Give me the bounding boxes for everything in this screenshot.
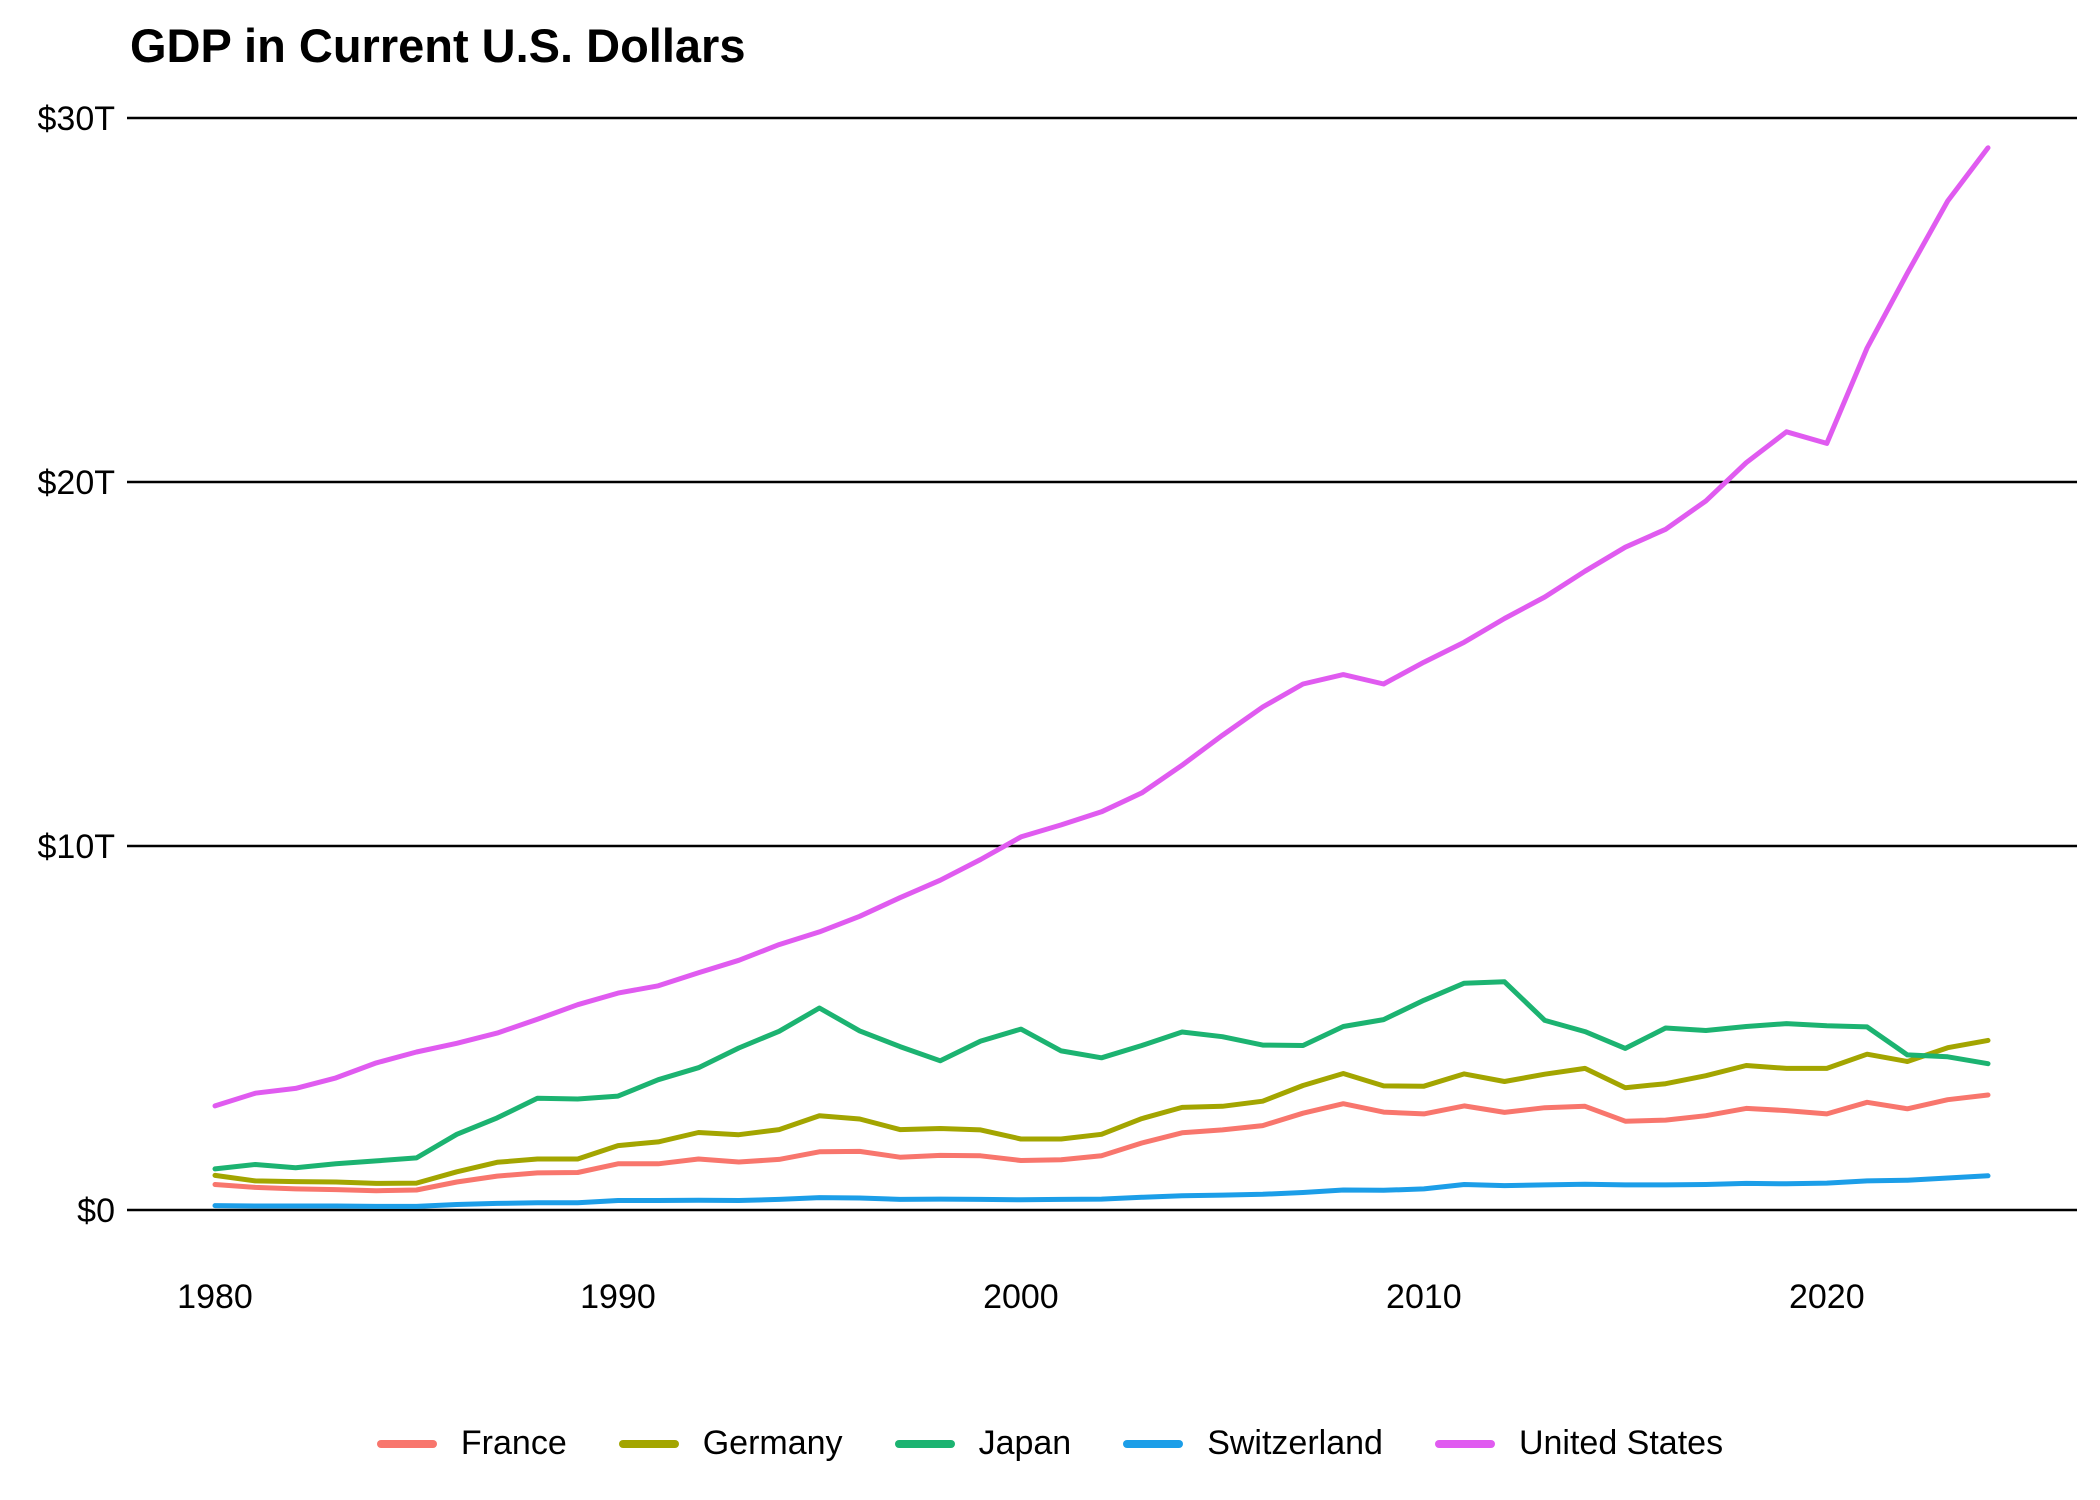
- series-line-switzerland: [212, 1173, 1991, 1209]
- japan-line-swatch: [894, 1439, 955, 1448]
- france-line-swatch: [376, 1439, 437, 1448]
- switzerland-line-swatch: [1123, 1439, 1184, 1448]
- legend-label-switzerland: Switzerland: [1207, 1424, 1383, 1462]
- united-states-line-swatch: [1434, 1439, 1495, 1448]
- legend-item-france: France: [376, 1424, 567, 1463]
- series-line-germany: [212, 1037, 1991, 1186]
- legend-label-france: France: [460, 1424, 567, 1462]
- series-line-japan: [212, 979, 1991, 1172]
- x-tick-label: 1990: [580, 1278, 656, 1316]
- x-tick-label: 2000: [983, 1278, 1059, 1316]
- y-tick-label: $20T: [38, 464, 116, 502]
- legend-item-japan: Japan: [894, 1424, 1072, 1463]
- x-tick-label: 1980: [177, 1278, 253, 1316]
- x-tick-label: 2010: [1386, 1278, 1462, 1316]
- x-tick-label: 2020: [1789, 1278, 1865, 1316]
- chart-title: GDP in Current U.S. Dollars: [130, 19, 746, 72]
- germany-line-swatch: [618, 1439, 679, 1448]
- legend-item-united-states: United States: [1434, 1424, 1724, 1463]
- series-line-france: [212, 1092, 1991, 1194]
- legend-label-united-states: United States: [1518, 1424, 1724, 1462]
- legend-item-germany: Germany: [618, 1424, 843, 1463]
- legend-item-switzerland: Switzerland: [1123, 1424, 1383, 1463]
- y-tick-label: $0: [77, 1192, 115, 1230]
- legend-label-germany: Germany: [702, 1424, 843, 1462]
- legend-label-japan: Japan: [978, 1424, 1072, 1462]
- chart-legend: France Germany Japan Switzerland United …: [0, 1424, 2100, 1463]
- y-tick-label: $10T: [38, 828, 116, 866]
- series-line-united-states: [212, 145, 1991, 1109]
- y-tick-label: $30T: [38, 100, 116, 138]
